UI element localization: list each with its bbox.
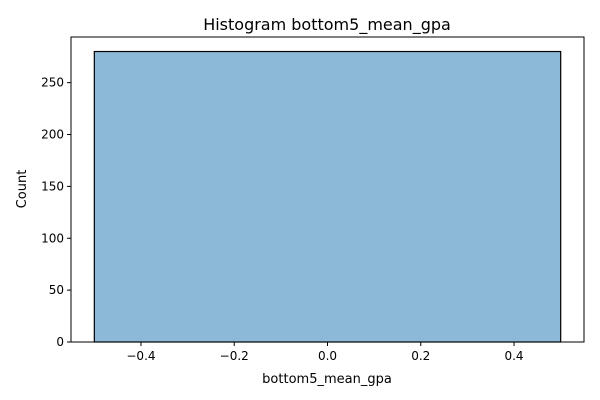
x-tick-label: 0.4 bbox=[504, 349, 523, 363]
x-axis-ticks: −0.4 −0.2 0.0 0.2 0.4 bbox=[126, 342, 524, 363]
x-axis-label: bottom5_mean_gpa bbox=[262, 372, 392, 387]
x-tick-label: 0.0 bbox=[318, 349, 337, 363]
y-tick-label: 0 bbox=[56, 335, 64, 349]
x-tick-label: −0.4 bbox=[126, 349, 155, 363]
y-tick-label: 50 bbox=[49, 283, 64, 297]
x-tick-label: 0.2 bbox=[411, 349, 430, 363]
y-axis-label: Count bbox=[15, 170, 30, 209]
y-axis-ticks: 0 50 100 150 200 250 bbox=[41, 76, 71, 349]
chart-title: Histogram bottom5_mean_gpa bbox=[203, 15, 451, 35]
y-tick-label: 100 bbox=[41, 231, 64, 245]
y-tick-label: 150 bbox=[41, 179, 64, 193]
histogram-bar-0 bbox=[93, 50, 562, 343]
bars-group bbox=[93, 50, 562, 343]
y-tick-label: 200 bbox=[41, 128, 64, 142]
x-tick-label: −0.2 bbox=[220, 349, 249, 363]
y-tick-label: 250 bbox=[41, 76, 64, 90]
